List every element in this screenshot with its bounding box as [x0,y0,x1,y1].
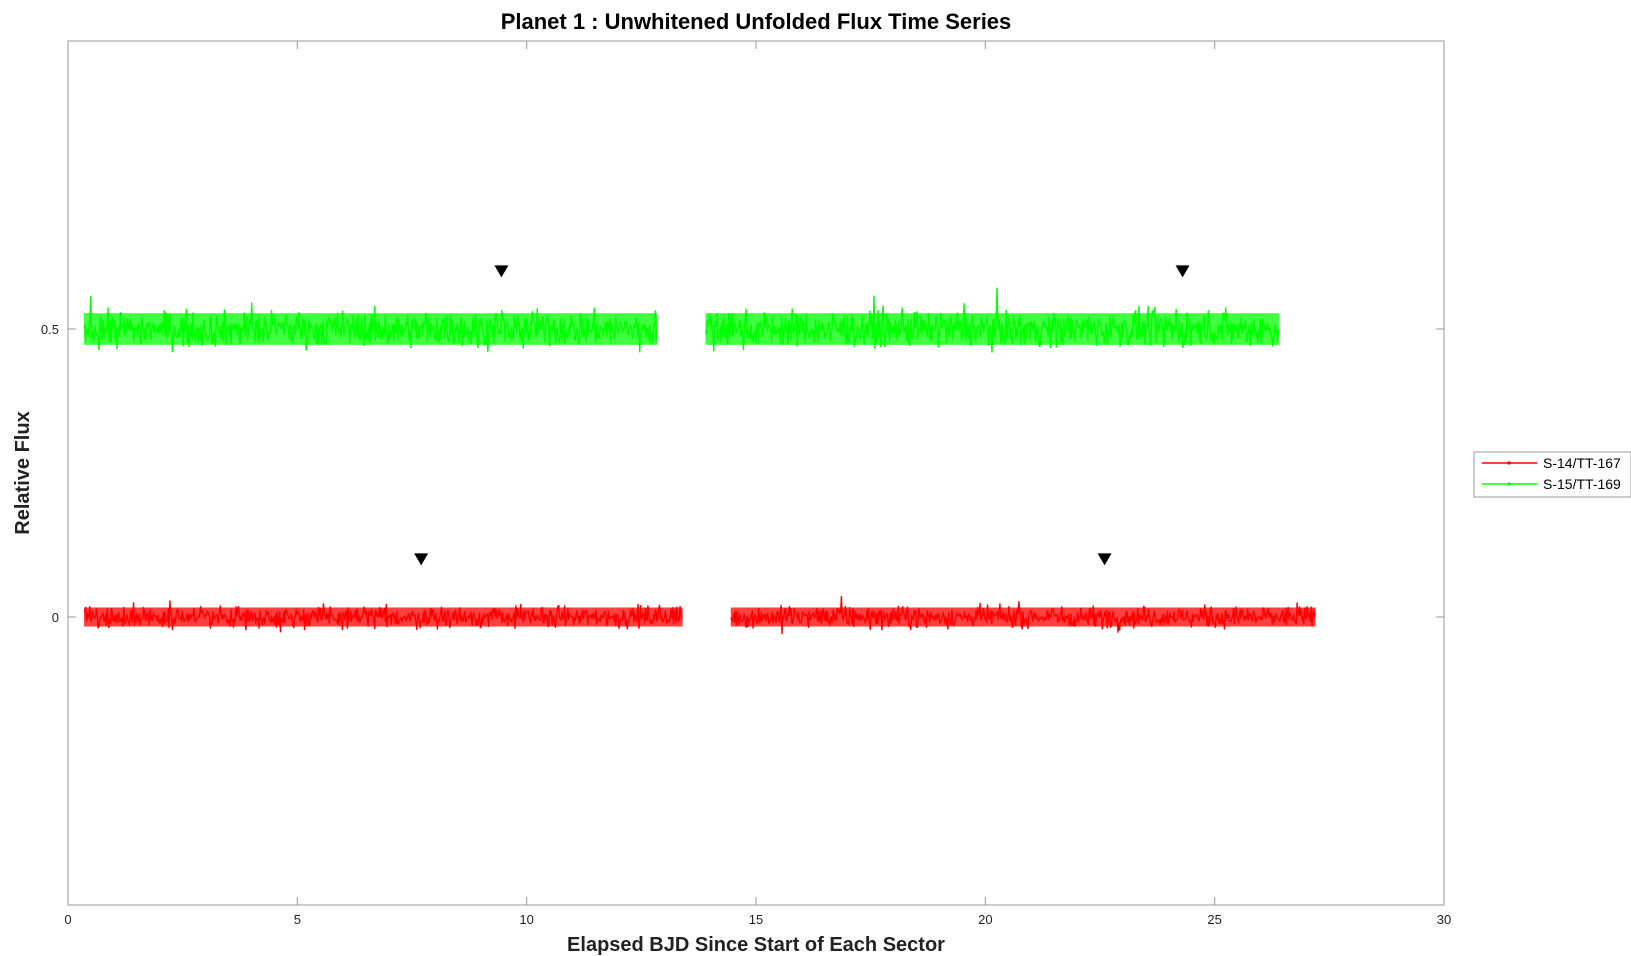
transit-marker [1175,265,1190,278]
x-tick-label: 25 [1207,912,1221,927]
series-dense-band [84,313,658,345]
x-tick-label: 30 [1437,912,1451,927]
legend-label-s14: S-14/TT-167 [1543,455,1621,471]
transit-marker [1097,553,1112,566]
series-layer [83,287,1316,635]
x-tick-label: 5 [294,912,301,927]
series-dense-band [705,313,1279,345]
series-dense-band [84,607,683,627]
x-tick-label: 0 [64,912,71,927]
legend: S-14/TT-167 S-15/TT-169 [1473,451,1631,498]
series-s15 [83,287,1280,353]
y-tick-label: 0 [52,610,59,625]
transit-markers [414,265,1190,566]
legend-label-s15: S-15/TT-169 [1543,476,1621,492]
plot-area [67,40,1445,906]
axis-ticks: 0 5 10 15 20 25 30 0 0.5 [41,41,1451,927]
x-tick-label: 15 [749,912,763,927]
transit-marker [494,265,509,278]
legend-marker-s14 [1507,461,1511,465]
x-axis-label: Elapsed BJD Since Start of Each Sector [567,934,945,956]
x-tick-label: 20 [978,912,992,927]
series-dense-band [730,607,1316,627]
legend-box [1473,451,1631,498]
y-tick-label: 0.5 [41,322,59,337]
y-axis-label: Relative Flux [12,411,34,534]
legend-marker-s15 [1507,482,1511,486]
x-tick-label: 10 [519,912,533,927]
chart-title: Planet 1 : Unwhitened Unfolded Flux Time… [501,9,1012,34]
series-s14 [83,595,1316,635]
transit-marker [414,553,429,566]
